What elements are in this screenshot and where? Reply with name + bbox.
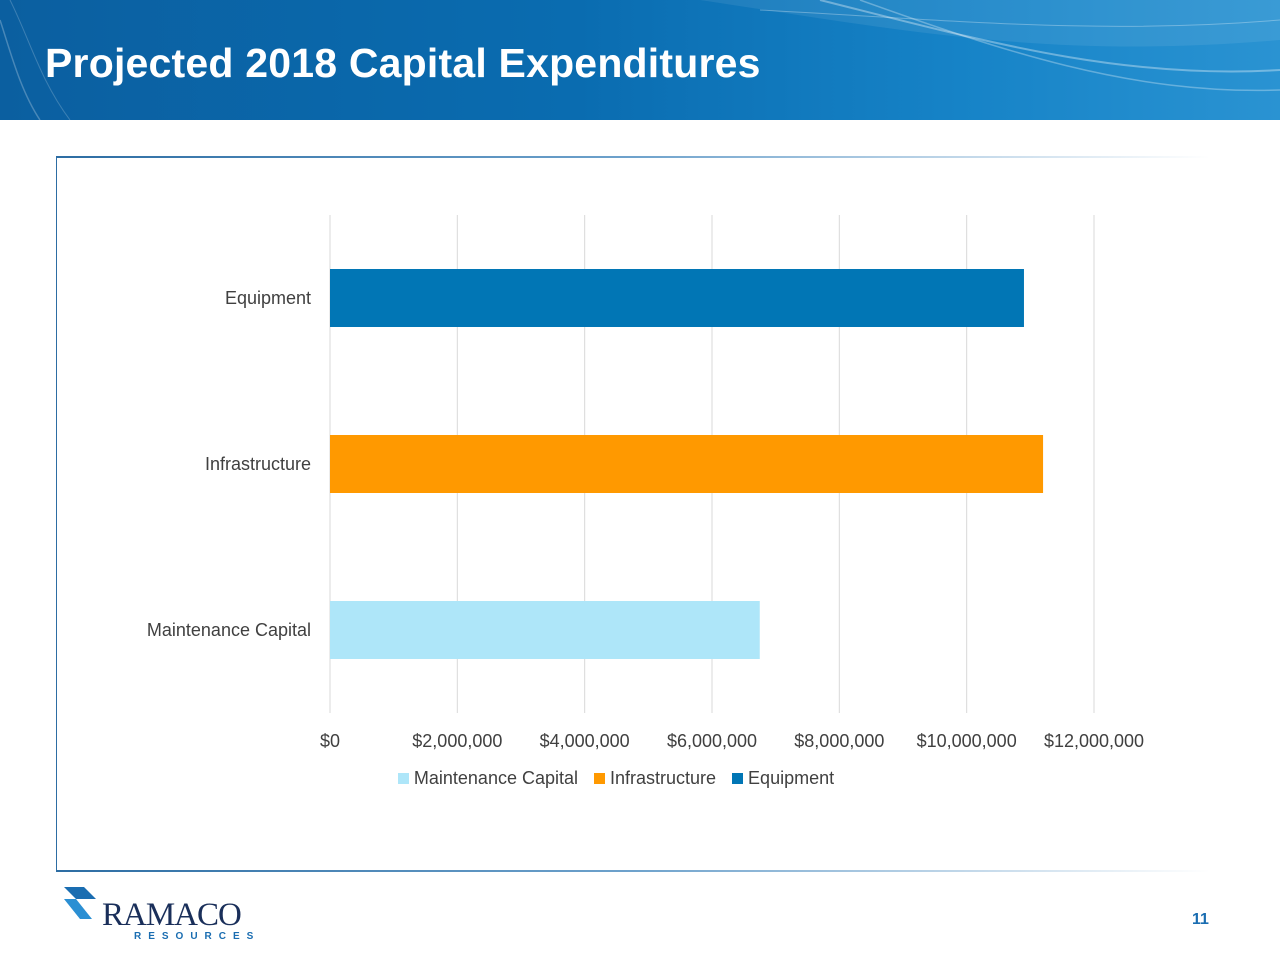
x-tick-label-5: $10,000,000 bbox=[917, 731, 1017, 751]
ramaco-logo-mark bbox=[64, 887, 96, 919]
legend-swatch bbox=[397, 773, 409, 784]
chart-frame bbox=[56, 156, 1211, 872]
legend-item-equipment: Equipment bbox=[732, 768, 834, 789]
x-tick-label-6: $12,000,000 bbox=[1044, 731, 1144, 751]
slide-title: Projected 2018 Capital Expenditures bbox=[45, 40, 761, 86]
logo-subtitle: RESOURCES bbox=[134, 931, 261, 942]
bars bbox=[330, 269, 1044, 659]
chart-frame-bottom-rule bbox=[56, 870, 1210, 872]
category-label-equipment: Equipment bbox=[225, 288, 311, 308]
legend-item-infrastructure: Infrastructure bbox=[594, 768, 716, 789]
chart-frame-top-rule bbox=[56, 156, 1210, 158]
category-labels: Equipment Infrastructure Maintenance Capit… bbox=[147, 288, 311, 640]
ramaco-logo: RAMACO RESOURCES bbox=[62, 885, 253, 945]
category-label-maintenance-capital: Maintenance Capital bbox=[147, 620, 311, 640]
bar-infrastructure bbox=[330, 435, 1044, 493]
header-banner: Projected 2018 Capital Expenditures bbox=[0, 0, 1280, 120]
legend-label: Infrastructure bbox=[610, 768, 717, 788]
bar-maintenance-capital bbox=[330, 601, 760, 659]
category-label-infrastructure: Infrastructure bbox=[205, 454, 311, 474]
x-tick-label-2: $4,000,000 bbox=[540, 731, 630, 751]
bar-equipment bbox=[330, 269, 1024, 327]
page-number: 11 bbox=[1192, 911, 1209, 928]
legend-label: Maintenance Capital bbox=[413, 768, 578, 788]
x-tick-label-4: $8,000,000 bbox=[794, 731, 884, 751]
x-tick-label-1: $2,000,000 bbox=[412, 731, 502, 751]
header-swoosh-decoration bbox=[0, 0, 1280, 120]
x-tick-label-0: $0 bbox=[320, 731, 340, 751]
legend-label: Equipment bbox=[748, 768, 835, 788]
legend-swatch bbox=[732, 773, 744, 784]
x-tick-label-3: $6,000,000 bbox=[667, 731, 757, 751]
x-tick-labels: $0 $2,000,000 $4,000,000 $6,000,000 $8,000,0… bbox=[320, 731, 1144, 751]
logo-wordmark: RAMACO bbox=[102, 897, 242, 933]
legend-item-maintenance-capital: Maintenance Capital bbox=[397, 768, 578, 789]
chart-legend: Maintenance Capital Infrastructure Equipme… bbox=[0, 768, 1280, 789]
legend-swatch bbox=[594, 773, 605, 784]
